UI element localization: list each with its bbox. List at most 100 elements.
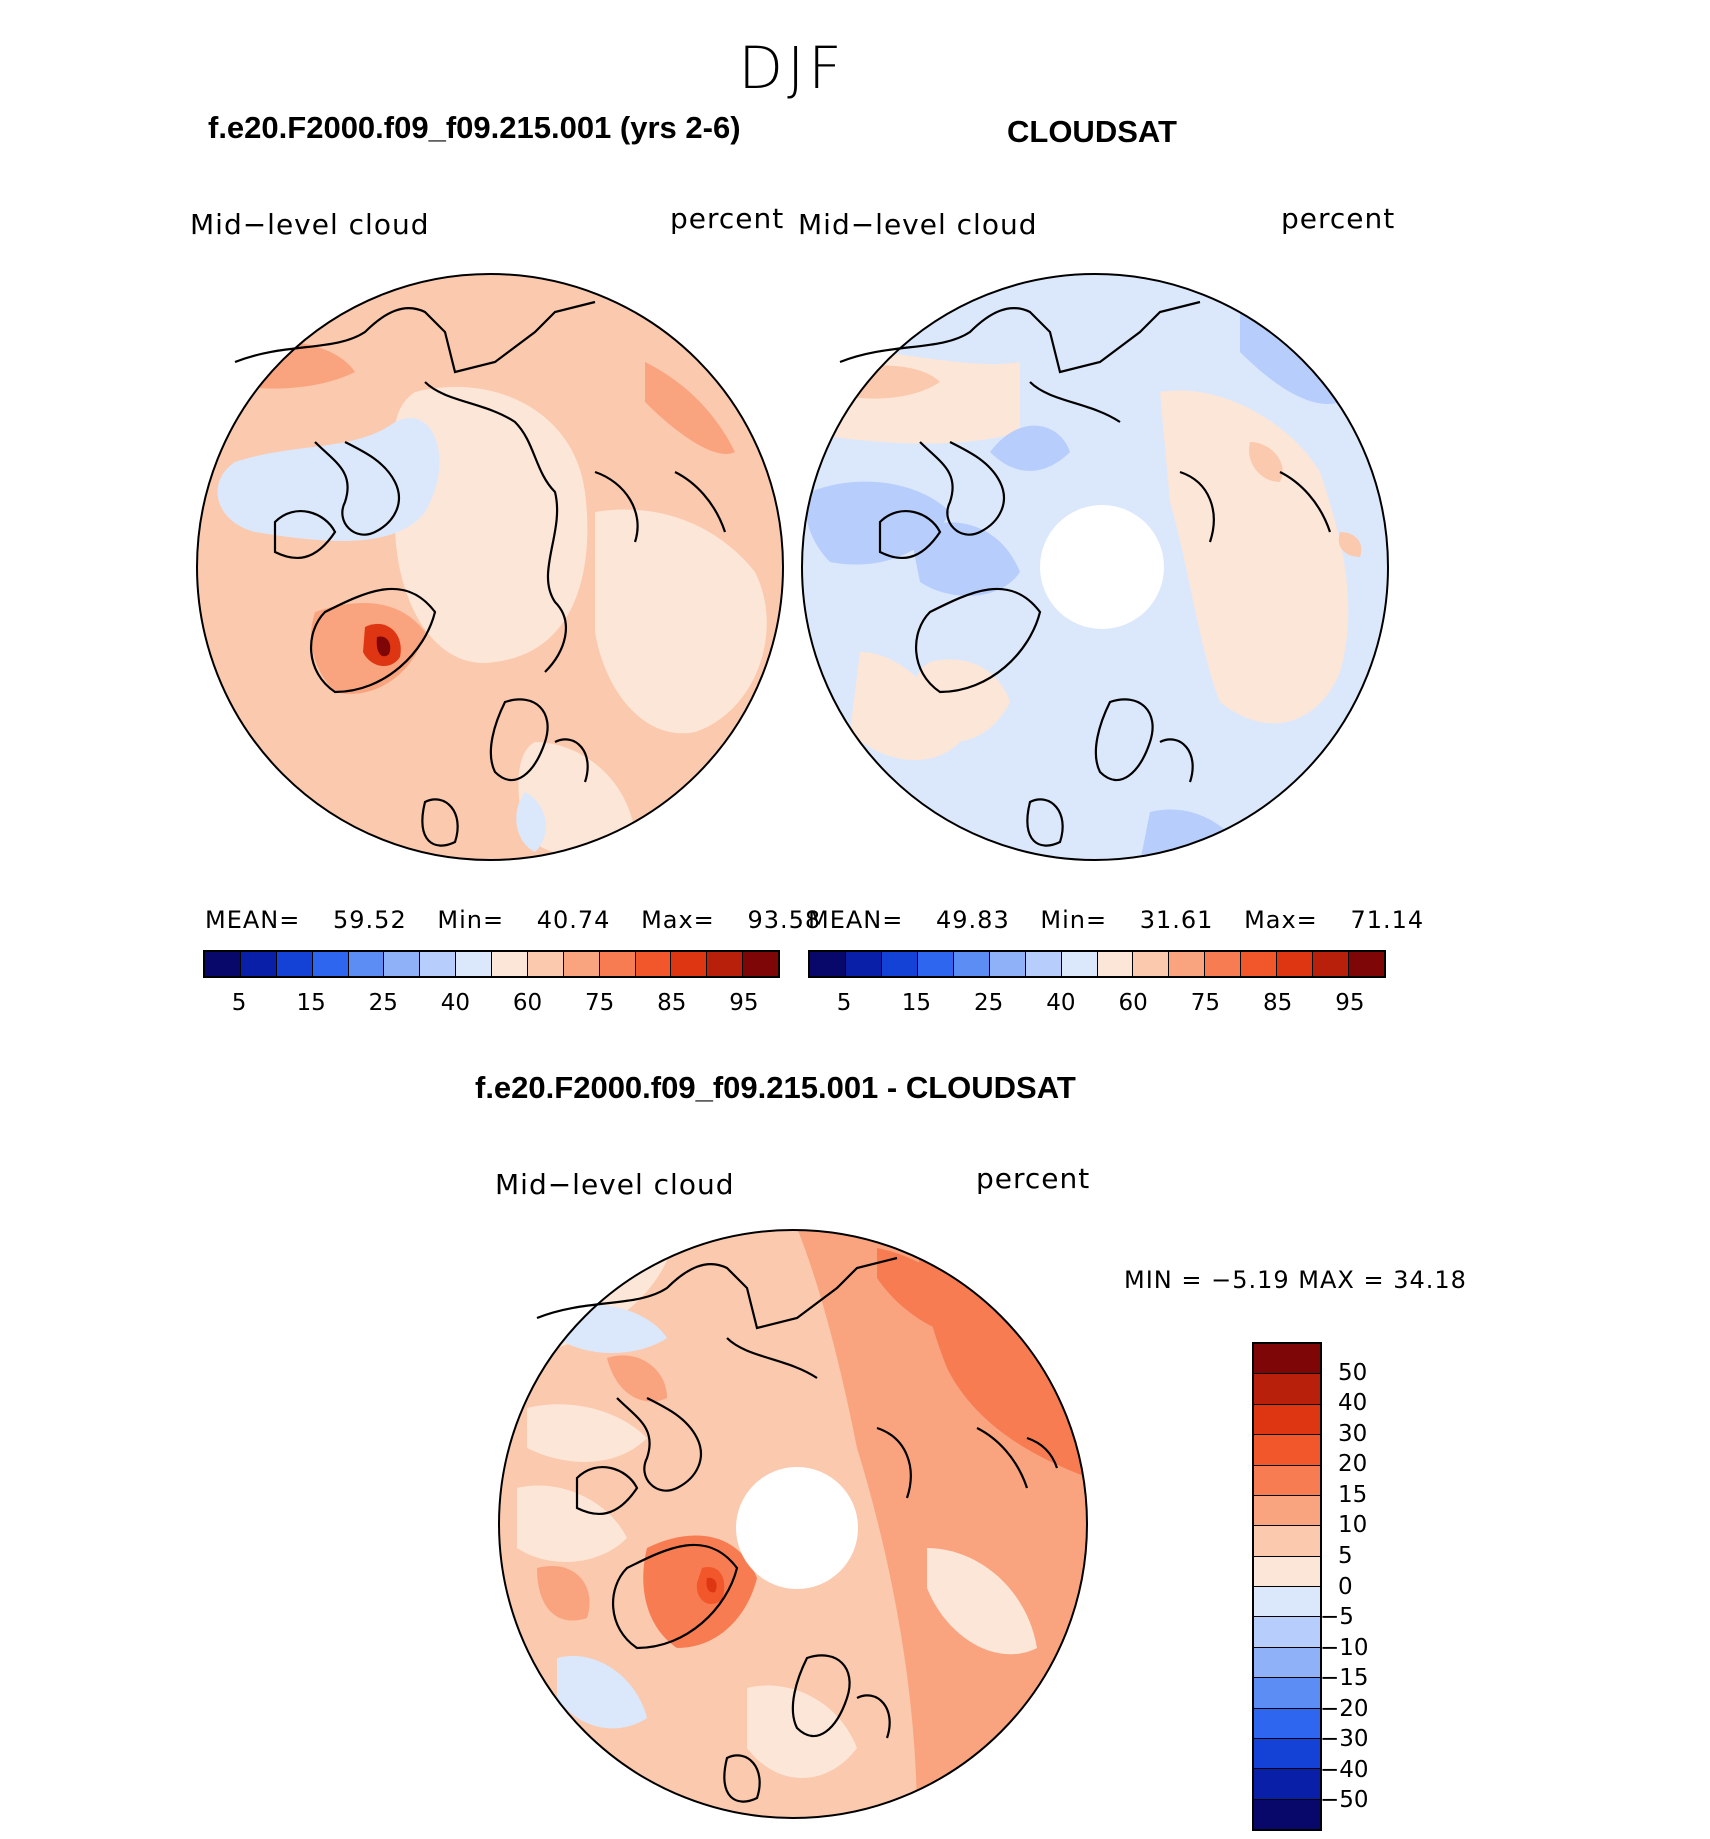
panel2-colorbar-ticks: 5 15 25 40 60 75 85 95	[808, 990, 1386, 1020]
colorbar-tick-label: 25	[973, 990, 1004, 1016]
panel2-min-label: Min=	[1040, 906, 1108, 934]
colorbar-swatch	[1254, 1526, 1320, 1557]
colorbar-swatch	[1254, 1647, 1320, 1679]
colorbar-swatch	[953, 952, 990, 976]
colorbar-swatch	[348, 952, 385, 976]
colorbar-swatch	[671, 952, 708, 976]
colorbar-swatch	[1169, 952, 1206, 976]
panel3-title: f.e20.F2000.f09_f09.215.001 - CLOUDSAT	[475, 1070, 1076, 1105]
panel1-units-label: percent	[670, 202, 785, 235]
difference-colorbar-ticks: 50 40 30 20 15 10 5 0 −5 −10 −15 −20 −30 −40 −50	[1320, 1342, 1400, 1831]
panel1-min-label: Min=	[437, 906, 505, 934]
colorbar-swatch	[1349, 952, 1384, 976]
colorbar-tick-label: 15	[1338, 1481, 1368, 1508]
colorbar-swatch	[1205, 952, 1242, 976]
difference-colorbar	[1252, 1342, 1322, 1831]
colorbar-swatch	[917, 952, 954, 976]
panel1-variable-label: Mid−level cloud	[190, 208, 430, 241]
colorbar-tick-label: −30	[1320, 1726, 1369, 1753]
colorbar-tick-label: 15	[901, 990, 932, 1016]
panel2-stats: MEAN= 49.83 Min= 31.61 Max= 71.14	[808, 906, 1424, 934]
panel2-units-label: percent	[1281, 202, 1396, 235]
colorbar-swatch	[743, 952, 778, 976]
colorbar-swatch	[527, 952, 564, 976]
colorbar-tick-label: −10	[1320, 1634, 1369, 1661]
colorbar-swatch	[205, 952, 241, 976]
panel2-min-value: 31.61	[1139, 906, 1214, 934]
colorbar-swatch	[1254, 1495, 1320, 1527]
colorbar-swatch	[1025, 952, 1062, 976]
colorbar-tick-label: 60	[1118, 990, 1148, 1016]
panel1-stats: MEAN= 59.52 Min= 40.74 Max= 93.58	[205, 906, 821, 934]
colorbar-swatch	[1254, 1738, 1320, 1770]
colorbar-tick-label: 95	[729, 990, 759, 1016]
colorbar-tick-label: −20	[1320, 1695, 1369, 1722]
colorbar-swatch	[240, 952, 277, 976]
colorbar-swatch	[456, 952, 492, 976]
panel3-units-label: percent	[976, 1162, 1091, 1195]
panel2-max-value: 71.14	[1350, 906, 1425, 934]
panel2-polar-map	[801, 273, 1389, 861]
panel3-polar-map	[498, 1229, 1088, 1819]
season-title: DJF	[738, 34, 846, 102]
panel3-min-max-stats: MIN = −5.19 MAX = 34.18	[1124, 1266, 1467, 1294]
colorbar-swatch	[1254, 1344, 1320, 1375]
colorbar-tick-label: 95	[1335, 990, 1365, 1016]
panel1-mean-value: 59.52	[333, 906, 407, 934]
panel1-max-value: 93.58	[747, 906, 822, 934]
panel2-title: CLOUDSAT	[1007, 114, 1177, 149]
colorbar-tick-label: 10	[1338, 1512, 1368, 1539]
colorbar-tick-label: 50	[1338, 1359, 1368, 1386]
colorbar-tick-label: 30	[1338, 1420, 1368, 1447]
colorbar-tick-label: 75	[585, 990, 615, 1016]
colorbar-tick-label: −50	[1320, 1787, 1369, 1814]
colorbar-swatch	[1254, 1465, 1320, 1496]
colorbar-tick-label: 40	[1046, 990, 1076, 1016]
colorbar-swatch	[1254, 1799, 1320, 1829]
colorbar-swatch	[1254, 1678, 1320, 1709]
panel2-variable-label: Mid−level cloud	[798, 208, 1038, 241]
panel1-polar-map	[196, 273, 784, 861]
colorbar-swatch	[1241, 952, 1278, 976]
colorbar-swatch	[1133, 952, 1170, 976]
panel2-max-label: Max=	[1244, 906, 1318, 934]
colorbar-tick-label: 40	[440, 990, 471, 1016]
colorbar-tick-label: −40	[1320, 1756, 1369, 1783]
colorbar-tick-label: 60	[512, 990, 543, 1016]
colorbar-swatch	[635, 952, 672, 976]
panel1-colorbar	[203, 950, 780, 978]
colorbar-swatch	[1277, 952, 1314, 976]
colorbar-swatch	[1254, 1435, 1320, 1466]
colorbar-swatch	[1061, 952, 1098, 976]
colorbar-swatch	[1313, 952, 1350, 976]
colorbar-swatch	[312, 952, 349, 976]
colorbar-swatch	[845, 952, 882, 976]
colorbar-swatch	[420, 952, 457, 976]
panel2-mean-value: 49.83	[936, 906, 1010, 934]
colorbar-swatch	[492, 952, 528, 976]
colorbar-swatch	[1254, 1556, 1320, 1587]
colorbar-tick-label: 85	[657, 990, 687, 1016]
colorbar-tick-label: 40	[1338, 1390, 1368, 1417]
colorbar-tick-label: 85	[1262, 990, 1293, 1016]
panel1-colorbar-ticks: 5 15 25 40 60 75 85 95	[203, 990, 780, 1020]
colorbar-swatch	[810, 952, 846, 976]
colorbar-tick-label: 15	[296, 990, 326, 1016]
panel1-mean-label: MEAN=	[205, 906, 301, 934]
colorbar-swatch	[384, 952, 421, 976]
colorbar-tick-label: −15	[1320, 1665, 1369, 1692]
colorbar-tick-label: 5	[231, 990, 247, 1016]
colorbar-swatch	[1254, 1374, 1320, 1405]
panel1-min-value: 40.74	[536, 906, 611, 934]
panel1-max-label: Max=	[641, 906, 715, 934]
colorbar-swatch	[1254, 1404, 1320, 1436]
colorbar-swatch	[1254, 1769, 1320, 1800]
colorbar-tick-label: 5	[1338, 1542, 1353, 1569]
colorbar-swatch	[881, 952, 918, 976]
colorbar-swatch	[563, 952, 600, 976]
colorbar-tick-label: 0	[1338, 1573, 1353, 1600]
colorbar-tick-label: 25	[368, 990, 398, 1016]
colorbar-tick-label: 20	[1338, 1451, 1368, 1478]
colorbar-swatch	[989, 952, 1026, 976]
colorbar-swatch	[276, 952, 313, 976]
